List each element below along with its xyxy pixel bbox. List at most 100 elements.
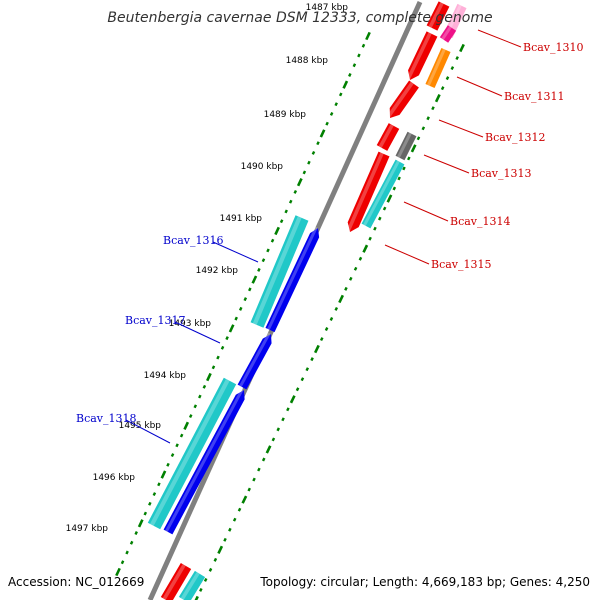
cds-red-bottom-highlight [162,564,186,600]
tick-mark-inner [378,216,382,221]
tick-mark-outer [279,219,284,224]
gene-label-forward: Bcav_1317 [125,314,186,327]
tick-mark-inner [386,194,393,203]
cds-red-1314 [347,151,390,232]
tick-mark-outer [166,462,170,467]
topology-text: Topology: circular; Length: 4,669,183 bp… [259,575,590,589]
cds-red-1311a-highlight [406,32,432,80]
cds-cyan-1316 [250,215,309,328]
gene-leader-line [423,154,470,174]
gene-labels: Bcav_1316 Bcav_1317 Bcav_1318 Bcav_1310 Bcav… [76,29,584,444]
cds-red-bottom [160,562,192,600]
tick-mark-outer [137,519,144,528]
tick-mark-inner [213,557,218,562]
tick-mark-outer [211,365,216,370]
gene-leader-line [212,241,259,263]
tick-mark-outer [193,404,198,409]
cds-orange-1311 [425,47,451,89]
cds-red-1314-highlight [346,152,384,232]
tick-mark-inner [397,176,401,181]
genome-title: Beutenbergia cavernae DSM 12333, complet… [107,10,492,26]
tick-mark-inner [373,226,377,231]
tick-mark-inner [324,327,329,331]
tick-mark-inner [334,306,339,311]
cds-cyan-1314-highlight [363,160,400,226]
tick-mark-outer [202,384,207,389]
tick-mark-inner [300,377,305,382]
tick-mark-outer [220,345,225,350]
tick-mark-inner [353,266,358,271]
cds-cyan-1314 [361,159,405,229]
cds-blue-1317-highlight [239,332,271,387]
tick-mark-outer [206,372,212,382]
tick-mark-inner [431,106,435,111]
tick-mark-inner [416,136,421,141]
kbp-labels: 1487 kbp 1488 kbp 1489 kbp 1490 kbp 1491 kbp… [66,3,349,534]
tick-mark-outer [319,129,326,138]
tick-mark-inner [199,588,203,592]
gene-label-reverse: Bcav_1315 [431,258,492,271]
gene-label-reverse: Bcav_1311 [504,90,565,103]
tick-mark-inner [289,395,296,404]
tick-mark-inner [440,86,445,91]
tick-mark-outer [293,189,298,194]
tick-mark-inner [228,527,232,532]
tick-mark-outer [342,80,349,89]
tick-mark-outer [198,394,202,399]
tick-mark-outer [296,178,303,187]
tick-mark-inner [217,545,224,554]
tick-mark-inner [434,94,441,103]
tick-mark-outer [183,421,190,430]
accession-text: Accession: NC_012669 [8,575,144,589]
tick-mark-outer [120,560,125,565]
tick-mark-inner [203,577,208,582]
gene-leader-line [456,76,503,97]
cds-red-1312-highlight [386,81,414,118]
cds-blue-1317 [237,334,272,390]
tick-mark-inner [252,477,256,482]
tick-mark-outer [175,443,179,448]
tick-mark-inner [237,507,242,512]
tick-mark-outer [266,248,270,253]
tick-mark-outer [274,226,280,236]
cds-red-1310-highlight [428,2,444,28]
tick-mark-inner [455,56,459,60]
tick-mark-inner [310,357,314,362]
tick-mark-outer [157,482,161,487]
tick-mark-outer [228,324,235,333]
tick-mark-inner [392,186,397,191]
tick-mark-inner [410,144,417,153]
cds-blue-1316 [265,228,320,333]
tick-mark-outer [338,92,343,97]
tick-mark-inner [265,445,272,454]
kbp-label: 1490 kbp [241,162,284,172]
tick-mark-outer [125,550,129,555]
tick-mark-inner [426,116,430,121]
tick-mark-inner [241,495,248,504]
cds-red-1313 [376,123,400,151]
gene-leader-line [477,29,522,48]
kbp-label: 1493 kbp [169,319,212,329]
tick-mark-outer [357,53,361,58]
gene-label-reverse: Bcav_1314 [450,215,511,228]
tick-mark-inner [223,537,227,542]
cds-red-1313-highlight [378,124,394,148]
tick-mark-inner [421,126,426,131]
tick-mark-outer [234,316,238,321]
tick-mark-outer [152,492,157,496]
tick-mark-outer [348,73,352,77]
tick-mark-inner [358,256,363,261]
tick-mark-inner [232,517,237,522]
tick-mark-outer [288,199,293,204]
tick-mark-outer [270,238,275,243]
kbp-label: 1494 kbp [144,371,187,381]
tick-mark-outer [251,275,258,284]
tick-mark-inner [382,206,387,211]
cds-gray-1313 [395,131,417,161]
cds-gray-1313-highlight [397,132,412,158]
tick-mark-inner [247,487,251,492]
cds-blue-1318 [163,390,245,535]
gene-label-reverse: Bcav_1313 [471,167,532,180]
gene-label-forward: Bcav_1318 [76,412,137,425]
